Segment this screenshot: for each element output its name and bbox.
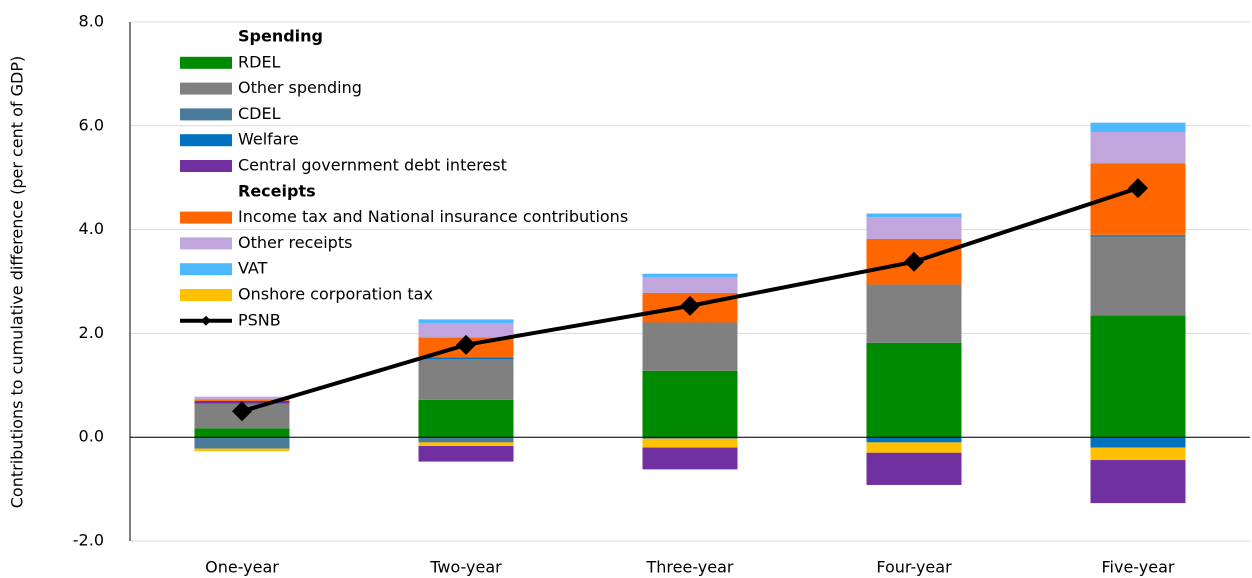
bar-segment xyxy=(1090,122,1186,133)
bar-segment xyxy=(642,322,738,371)
legend-swatch xyxy=(180,237,232,250)
bar-segment xyxy=(418,437,514,443)
psnb-marker xyxy=(232,401,252,422)
bar-segment xyxy=(642,370,738,438)
legend-label: Welfare xyxy=(238,130,299,149)
bar-segment xyxy=(1090,315,1186,438)
y-tick-label: 8.0 xyxy=(79,12,104,31)
psnb-marker xyxy=(904,251,924,272)
bar-segment xyxy=(866,284,962,286)
bar-segment xyxy=(642,447,738,470)
legend-label: RDEL xyxy=(238,52,281,71)
y-tick-label: 6.0 xyxy=(79,115,104,134)
psnb-marker xyxy=(680,295,700,316)
bar-segment xyxy=(194,437,290,449)
x-tick-label: One-year xyxy=(205,558,279,577)
bar-segment xyxy=(866,452,962,485)
bar-segment xyxy=(418,446,514,462)
legend-label: CDEL xyxy=(238,104,281,123)
bar-segment xyxy=(1090,234,1186,238)
y-axis-label: Contributions to cumulative difference (… xyxy=(8,56,27,509)
bar-segment xyxy=(194,428,290,438)
legend-swatch xyxy=(180,56,232,69)
legend-swatch xyxy=(201,315,211,326)
bar-segment xyxy=(642,438,738,448)
legend-label: Onshore corporation tax xyxy=(238,285,433,304)
legend-swatch xyxy=(180,263,232,276)
bar-segment xyxy=(866,442,962,453)
psnb-marker xyxy=(1128,178,1148,199)
x-tick-label: Five-year xyxy=(1102,558,1175,577)
legend-swatch xyxy=(180,134,232,147)
bar-segment xyxy=(418,359,514,400)
bar-segment xyxy=(1090,437,1186,448)
x-tick-label: Four-year xyxy=(876,558,952,577)
legend-label: Central government debt interest xyxy=(238,156,507,175)
bar-segment xyxy=(866,213,962,218)
psnb-marker xyxy=(456,334,476,355)
bar-segment xyxy=(642,437,738,439)
bar-segment xyxy=(194,448,290,452)
bar-segment xyxy=(1090,460,1186,504)
bar-segment xyxy=(194,396,290,400)
legend-label: Other spending xyxy=(238,78,362,97)
legend-heading: Receipts xyxy=(238,181,316,200)
bar-segment xyxy=(418,399,514,438)
bar-segment xyxy=(418,319,514,324)
legend-swatch xyxy=(180,160,232,172)
legend-label: Other receipts xyxy=(238,233,352,252)
bar-segment xyxy=(866,217,962,239)
bar-segment xyxy=(642,273,738,278)
legend-label: Income tax and National insurance contri… xyxy=(238,207,628,226)
x-tick-label: Two-year xyxy=(429,558,502,577)
legend-swatch xyxy=(180,82,232,95)
y-tick-label: 2.0 xyxy=(79,323,104,342)
bar-segment xyxy=(418,357,514,360)
bar-segment xyxy=(866,342,962,438)
bar-segment xyxy=(866,285,962,343)
legend-label: PSNB xyxy=(238,310,281,329)
x-tick-label: Three-year xyxy=(645,558,733,577)
y-tick-label: -2.0 xyxy=(73,531,104,550)
bar-segment xyxy=(1090,447,1186,461)
bar-segment xyxy=(418,442,514,447)
bar-segment xyxy=(866,437,962,443)
legend-swatch xyxy=(180,289,232,301)
y-tick-label: 4.0 xyxy=(79,219,104,238)
legend-label: VAT xyxy=(238,259,268,278)
legend-heading: Spending xyxy=(238,27,323,46)
y-tick-label: 0.0 xyxy=(79,427,104,446)
legend-swatch xyxy=(180,211,232,224)
bar-segment xyxy=(1090,132,1186,164)
bar-segment xyxy=(642,277,738,293)
legend-swatch xyxy=(180,108,232,121)
bar-segment xyxy=(418,323,514,338)
bar-segment xyxy=(1090,237,1186,316)
bar-segment xyxy=(194,399,290,401)
